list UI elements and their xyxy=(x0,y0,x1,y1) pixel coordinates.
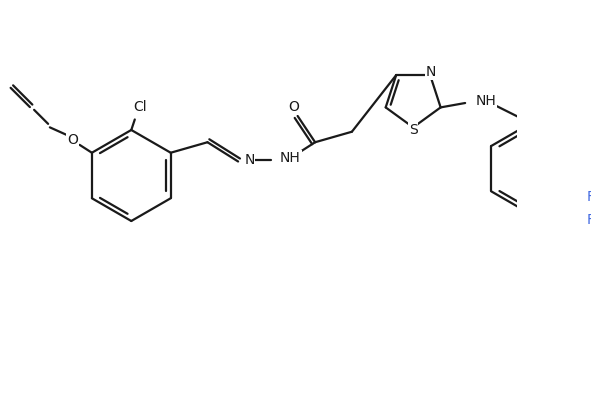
Text: O: O xyxy=(67,133,78,147)
Text: N: N xyxy=(426,66,436,80)
Text: NH: NH xyxy=(280,151,301,165)
Text: F: F xyxy=(586,190,591,204)
Text: O: O xyxy=(288,100,298,114)
Text: S: S xyxy=(409,123,417,137)
Text: NH: NH xyxy=(476,94,496,108)
Text: N: N xyxy=(244,153,255,167)
Text: Cl: Cl xyxy=(133,100,147,114)
Text: F: F xyxy=(586,213,591,227)
